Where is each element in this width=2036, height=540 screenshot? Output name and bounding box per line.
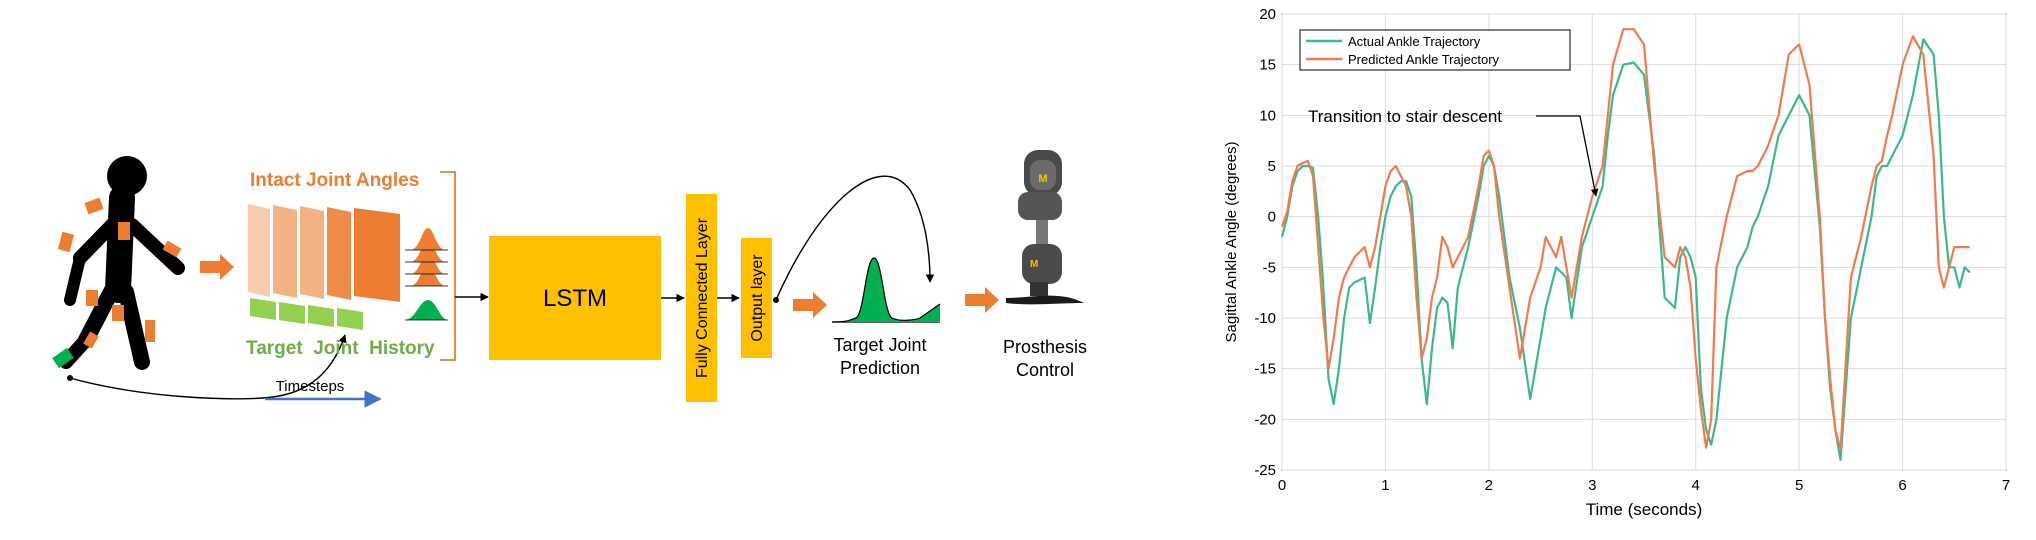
x-axis-label: Time (seconds) xyxy=(1586,500,1703,519)
lstm-label: LSTM xyxy=(543,285,607,312)
y-tick-labels: -25 -20 -15 -10 -5 0 5 10 15 20 xyxy=(1254,6,1276,479)
legend-label-predicted: Predicted Ankle Trajectory xyxy=(1348,52,1500,67)
prediction-label-line2: Prediction xyxy=(840,358,920,378)
target-joint-history-label: Target Joint History xyxy=(246,338,435,359)
intact-joint-angles-label: Intact Joint Angles xyxy=(250,170,419,191)
y-tick-label: 10 xyxy=(1259,107,1276,124)
prosthesis-logo-lower: M xyxy=(1030,259,1038,270)
y-tick-label: -10 xyxy=(1254,310,1276,327)
series-line-actual xyxy=(1280,38,1971,461)
y-tick-label: -15 xyxy=(1254,361,1276,378)
x-tick-label: 3 xyxy=(1588,477,1596,494)
x-tick-label: 0 xyxy=(1278,477,1286,494)
flow-arrow-2 xyxy=(793,292,827,318)
output-layer-block xyxy=(741,238,772,358)
prediction-curve-arrow xyxy=(775,175,935,301)
y-tick-label: 5 xyxy=(1268,158,1276,175)
legend-label-actual: Actual Ankle Trajectory xyxy=(1348,34,1481,49)
flow-arrow-3 xyxy=(965,287,999,313)
pipeline-diagram: Timesteps Intact Joint Angles xyxy=(52,150,1087,408)
y-tick-label: 15 xyxy=(1259,57,1276,74)
x-tick-label: 5 xyxy=(1795,477,1803,494)
y-tick-label: 20 xyxy=(1259,6,1276,23)
x-tick-label: 4 xyxy=(1692,477,1700,494)
prosthesis-label-line1: Prosthesis xyxy=(1003,337,1087,357)
prosthesis-logo-upper: M xyxy=(1038,173,1047,185)
prosthesis-label-line2: Control xyxy=(1016,360,1074,380)
x-tick-label: 2 xyxy=(1485,477,1493,494)
y-tick-label: -5 xyxy=(1263,259,1276,276)
distribution-curves xyxy=(405,228,448,321)
x-tick-label: 1 xyxy=(1381,477,1389,494)
input-bracket xyxy=(440,171,456,361)
y-axis-label: Sagittal Ankle Angle (degrees) xyxy=(1223,142,1240,343)
walking-person-icon xyxy=(52,156,185,381)
prosthesis-icon: M M xyxy=(1006,150,1084,305)
ankle-trajectory-chart: -25 -20 -15 -10 -5 0 5 10 15 20 0 1 2 3 4 5 6 7 Time (se… xyxy=(1223,6,2010,519)
fully-connected-block xyxy=(686,194,717,402)
x-tick-labels: 0 1 2 3 4 5 6 7 xyxy=(1278,477,2010,494)
prediction-label-line1: Target Joint xyxy=(833,335,926,355)
target-joint-history-stack xyxy=(250,298,363,330)
y-tick-label: -20 xyxy=(1254,411,1276,428)
annotation-arrow xyxy=(1536,115,1599,197)
timesteps-label: Timesteps xyxy=(276,378,345,395)
fully-connected-label: Fully Connected Layer xyxy=(694,217,711,378)
x-tick-label: 7 xyxy=(2002,477,2010,494)
output-layer-label: Output layer xyxy=(749,254,766,342)
x-tick-label: 6 xyxy=(1898,477,1906,494)
y-tick-label: -25 xyxy=(1254,462,1276,479)
chart-annotation: Transition to stair descent xyxy=(1308,107,1502,126)
lstm-block xyxy=(489,236,661,360)
flow-arrow-1 xyxy=(200,254,234,280)
timesteps-curve xyxy=(69,334,347,400)
chart-legend: Actual Ankle Trajectory Predicted Ankle … xyxy=(1299,29,1571,71)
intact-joint-angle-stack xyxy=(248,204,400,302)
y-tick-label: 0 xyxy=(1268,209,1276,226)
prediction-distribution xyxy=(831,257,941,323)
